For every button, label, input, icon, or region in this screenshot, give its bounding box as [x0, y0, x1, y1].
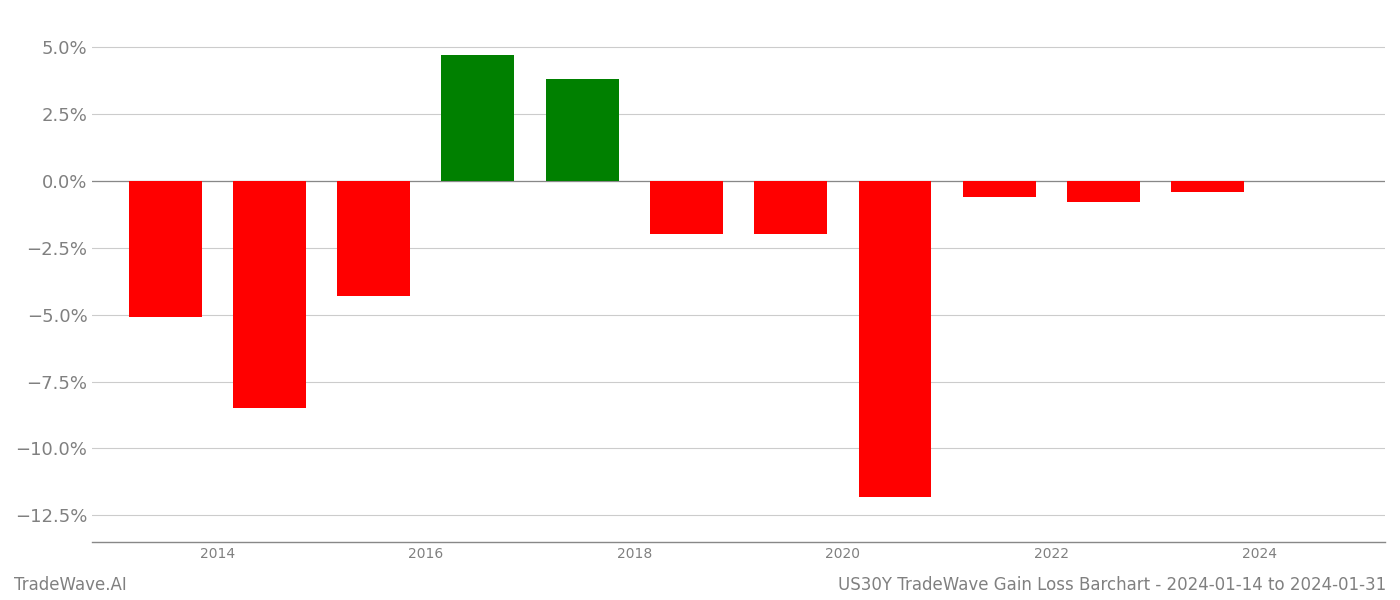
Bar	[546, 79, 619, 181]
Bar	[441, 55, 514, 181]
Bar	[650, 181, 722, 235]
Text: US30Y TradeWave Gain Loss Barchart - 2024-01-14 to 2024-01-31: US30Y TradeWave Gain Loss Barchart - 202…	[837, 576, 1386, 594]
Bar	[858, 181, 931, 497]
Bar	[963, 181, 1036, 197]
Bar	[755, 181, 827, 235]
Bar	[337, 181, 410, 296]
Bar	[1172, 181, 1245, 191]
Bar	[129, 181, 202, 317]
Bar	[232, 181, 307, 409]
Text: TradeWave.AI: TradeWave.AI	[14, 576, 127, 594]
Bar	[1067, 181, 1140, 202]
